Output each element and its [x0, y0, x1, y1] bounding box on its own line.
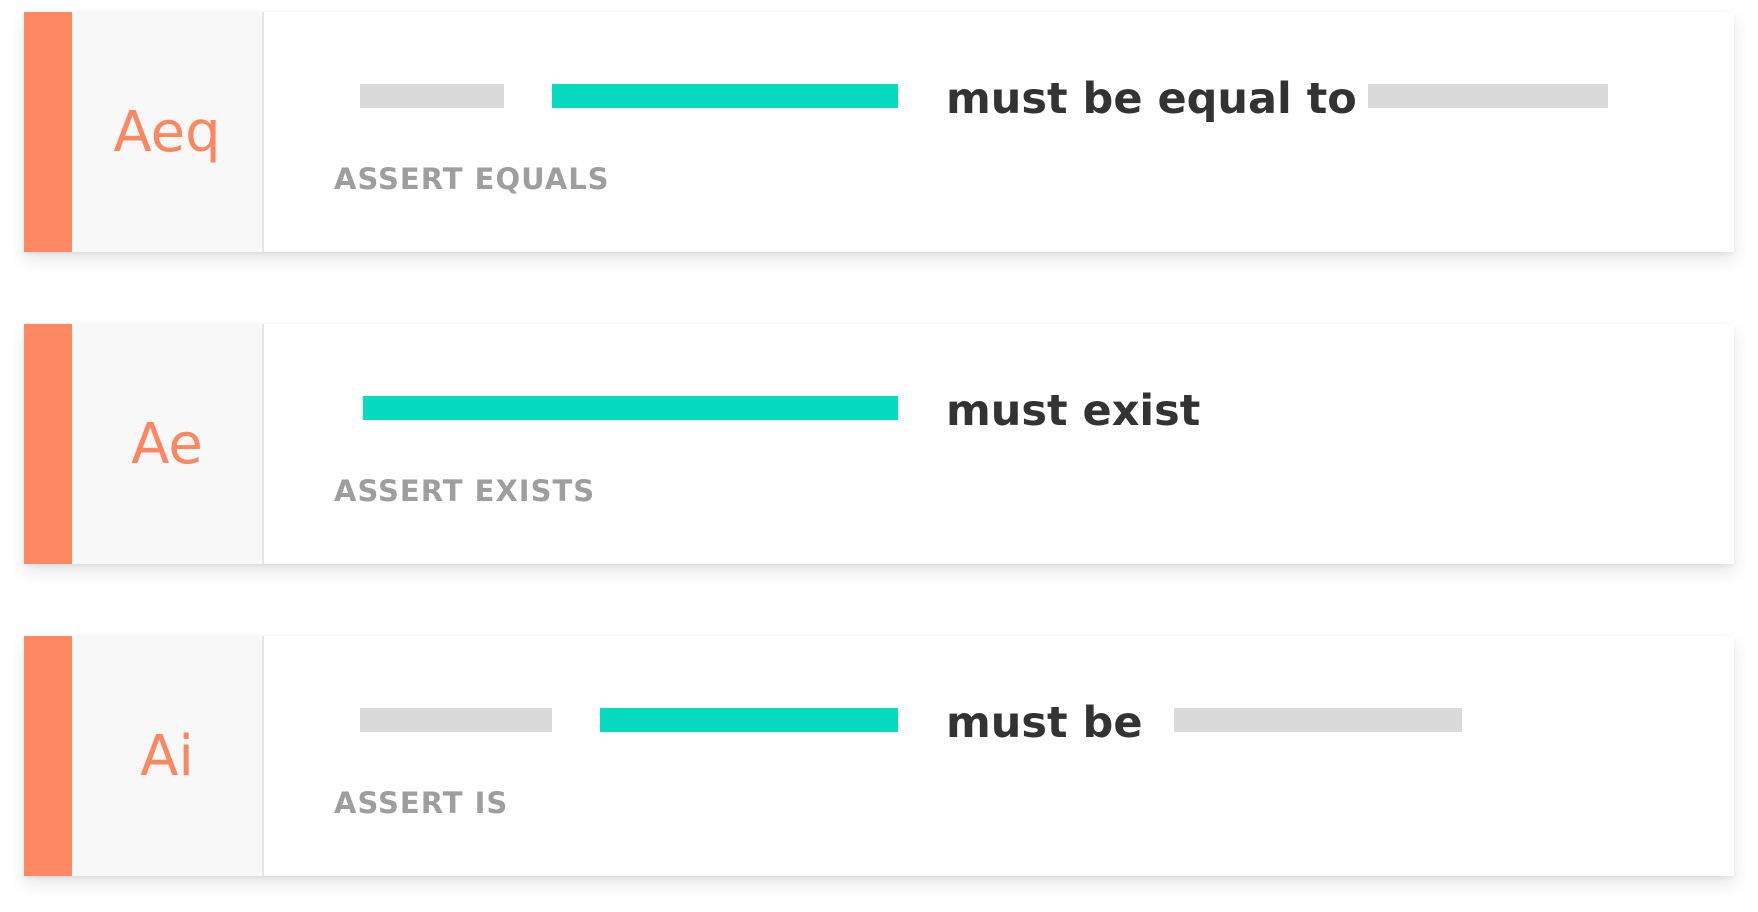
target-field[interactable]	[600, 708, 898, 732]
accent-stripe	[24, 324, 72, 564]
assertion-phrase: must be equal to	[946, 74, 1357, 124]
assertion-phrase: must exist	[946, 386, 1201, 436]
value-placeholder[interactable]	[1174, 708, 1462, 732]
assertion-body: must be equal to ASSERT EQUALS	[264, 12, 1734, 252]
accent-stripe	[24, 636, 72, 876]
target-field[interactable]	[552, 84, 898, 108]
assertion-label: ASSERT IS	[334, 786, 509, 820]
assertion-card-exists[interactable]: Ae must exist ASSERT EXISTS	[24, 324, 1734, 564]
value-placeholder[interactable]	[1368, 84, 1608, 108]
assertion-phrase: must be	[946, 698, 1143, 748]
target-field[interactable]	[363, 396, 898, 420]
assertion-body: must be ASSERT IS	[264, 636, 1734, 876]
value-placeholder[interactable]	[360, 84, 504, 108]
abbr-column: Aeq	[72, 12, 264, 252]
abbr-column: Ai	[72, 636, 264, 876]
assertion-label: ASSERT EXISTS	[334, 474, 596, 508]
assertion-abbr: Aeq	[113, 99, 221, 165]
abbr-column: Ae	[72, 324, 264, 564]
value-placeholder[interactable]	[360, 708, 552, 732]
assertion-card-equals[interactable]: Aeq must be equal to ASSERT EQUALS	[24, 12, 1734, 252]
assertion-body: must exist ASSERT EXISTS	[264, 324, 1734, 564]
accent-stripe	[24, 12, 72, 252]
assertion-abbr: Ai	[140, 723, 194, 789]
assertion-abbr: Ae	[131, 411, 203, 477]
assertion-label: ASSERT EQUALS	[334, 162, 610, 196]
assertion-card-is[interactable]: Ai must be ASSERT IS	[24, 636, 1734, 876]
